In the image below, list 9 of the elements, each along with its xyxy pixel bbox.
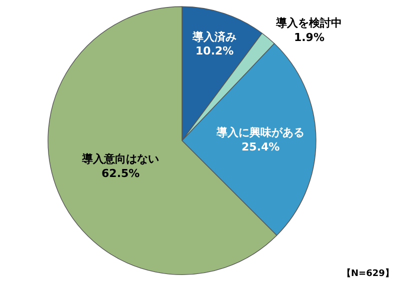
data-label: 25.4% bbox=[242, 140, 280, 154]
slice-label: 導入意向はない bbox=[81, 152, 160, 166]
slice-label: 導入済み bbox=[192, 30, 237, 44]
data-label: 10.2% bbox=[196, 44, 234, 58]
data-label: 62.5% bbox=[102, 166, 140, 180]
data-label: 1.9% bbox=[294, 30, 324, 44]
slice-label: 導入を検討中 bbox=[275, 16, 342, 30]
text: 【N=629】 bbox=[342, 268, 394, 279]
slice-label: 導入に興味がある bbox=[216, 126, 305, 139]
